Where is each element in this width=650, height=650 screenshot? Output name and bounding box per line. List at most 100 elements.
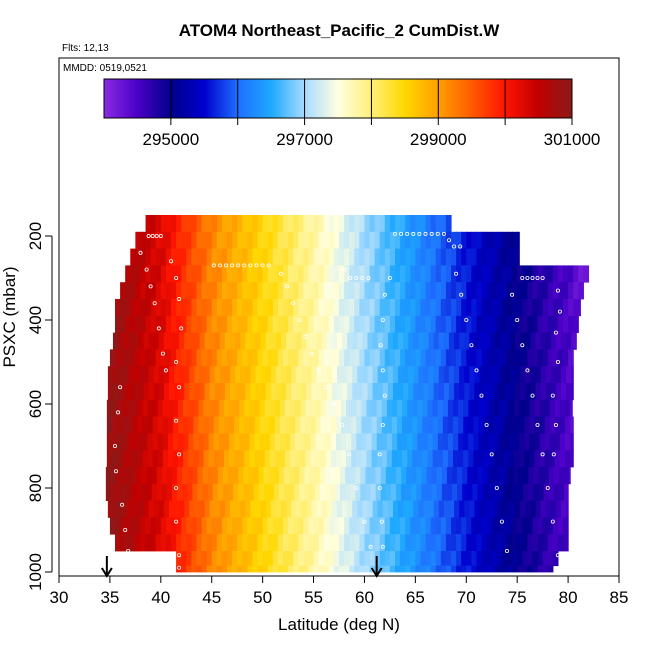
heatmap-cell [221, 315, 228, 333]
heatmap-cell [471, 565, 478, 573]
heatmap-cell [432, 433, 439, 451]
heatmap-cell [294, 483, 300, 501]
heatmap-cell [486, 517, 493, 535]
heatmap-cell [143, 500, 150, 518]
heatmap-cell [425, 551, 432, 567]
heatmap-cell [539, 450, 546, 468]
heatmap-cell [375, 483, 382, 501]
heatmap-cell [384, 248, 391, 266]
heatmap-cell [344, 349, 350, 367]
heatmap-cell [382, 332, 389, 350]
heatmap-cell [188, 450, 194, 468]
heatmap-cell [476, 534, 483, 552]
heatmap-cell [461, 315, 467, 333]
heatmap-cell [143, 366, 150, 384]
heatmap-cell [395, 282, 401, 300]
heatmap-cell [263, 467, 270, 485]
heatmap-cell [503, 450, 510, 468]
heatmap-cell [262, 265, 269, 283]
observation-point [285, 284, 290, 289]
heatmap-cell [410, 517, 416, 535]
heatmap-cell [369, 349, 376, 367]
heatmap-cell [264, 399, 271, 417]
heatmap-cell [334, 467, 341, 485]
heatmap-cell [232, 349, 238, 367]
heatmap-cell [289, 467, 295, 485]
heatmap-cell [362, 500, 369, 518]
heatmap-cell [481, 282, 488, 300]
heatmap-cell [140, 265, 147, 283]
heatmap-cell [125, 534, 131, 552]
heatmap-cell [559, 416, 566, 434]
heatmap-cell [344, 215, 350, 233]
heatmap-cell [422, 399, 429, 417]
heatmap-cell [374, 315, 381, 333]
heatmap-cell [379, 551, 386, 567]
heatmap-cell [303, 349, 310, 367]
heatmap-cell [333, 231, 340, 249]
heatmap-cell [242, 265, 248, 283]
heatmap-cell [496, 248, 503, 266]
heatmap-cell [523, 467, 529, 485]
heatmap-cell [349, 299, 355, 317]
heatmap-cell [116, 467, 122, 485]
heatmap-cell [416, 483, 423, 501]
observation-point [520, 275, 525, 280]
heatmap-cell [161, 483, 168, 501]
heatmap-cell [379, 248, 386, 266]
observation-point [146, 233, 151, 238]
heatmap-cell [347, 500, 353, 518]
heatmap-cell [116, 483, 122, 501]
heatmap-cell [242, 215, 248, 233]
heatmap-cell [318, 299, 325, 317]
heatmap-cell [165, 349, 172, 367]
heatmap-cell [467, 483, 473, 501]
heatmap-cell [196, 248, 203, 266]
heatmap-cell [520, 500, 526, 518]
heatmap-cell [213, 450, 220, 468]
y-tick-label: 200 [26, 222, 45, 250]
heatmap-cell [135, 349, 142, 367]
heatmap-cell [277, 248, 284, 266]
heatmap-cell [400, 534, 406, 552]
heatmap-cell [311, 383, 318, 401]
heatmap-cell [456, 517, 462, 535]
heatmap-cell [301, 332, 308, 350]
heatmap-cell [160, 315, 167, 333]
heatmap-cell [532, 551, 539, 567]
heatmap-cell [259, 399, 266, 417]
heatmap-cell [456, 565, 462, 573]
heatmap-cell [557, 315, 564, 333]
heatmap-cell [346, 433, 352, 451]
heatmap-cell [498, 433, 505, 451]
heatmap-cell [232, 231, 238, 249]
heatmap-cell [206, 565, 213, 573]
heatmap-cell [318, 231, 325, 249]
heatmap-cell [352, 332, 358, 350]
heatmap-cell [191, 517, 198, 535]
heatmap-row [106, 399, 573, 417]
heatmap-cell [501, 565, 508, 573]
heatmap-cell [433, 332, 440, 350]
heatmap-cell [369, 534, 376, 552]
heatmap-cell [150, 231, 157, 249]
heatmap-cell [140, 517, 147, 535]
heatmap-cell [323, 265, 330, 283]
heatmap-cell [405, 231, 411, 249]
heatmap-cell [364, 248, 371, 266]
heatmap-cell [534, 433, 541, 451]
heatmap-cell [425, 517, 432, 535]
heatmap-cell [125, 517, 131, 535]
heatmap-cell [122, 399, 128, 417]
heatmap-cell [221, 265, 228, 283]
heatmap-cell [132, 399, 138, 417]
heatmap-cell [255, 366, 262, 384]
heatmap-cell [212, 467, 219, 485]
heatmap-cell [344, 551, 350, 567]
heatmap-cell [473, 450, 480, 468]
heatmap-cell [181, 265, 187, 283]
heatmap-cell [283, 215, 289, 233]
heatmap-cell [201, 299, 208, 317]
heatmap-cell [398, 500, 404, 518]
heatmap-cell [155, 299, 162, 317]
